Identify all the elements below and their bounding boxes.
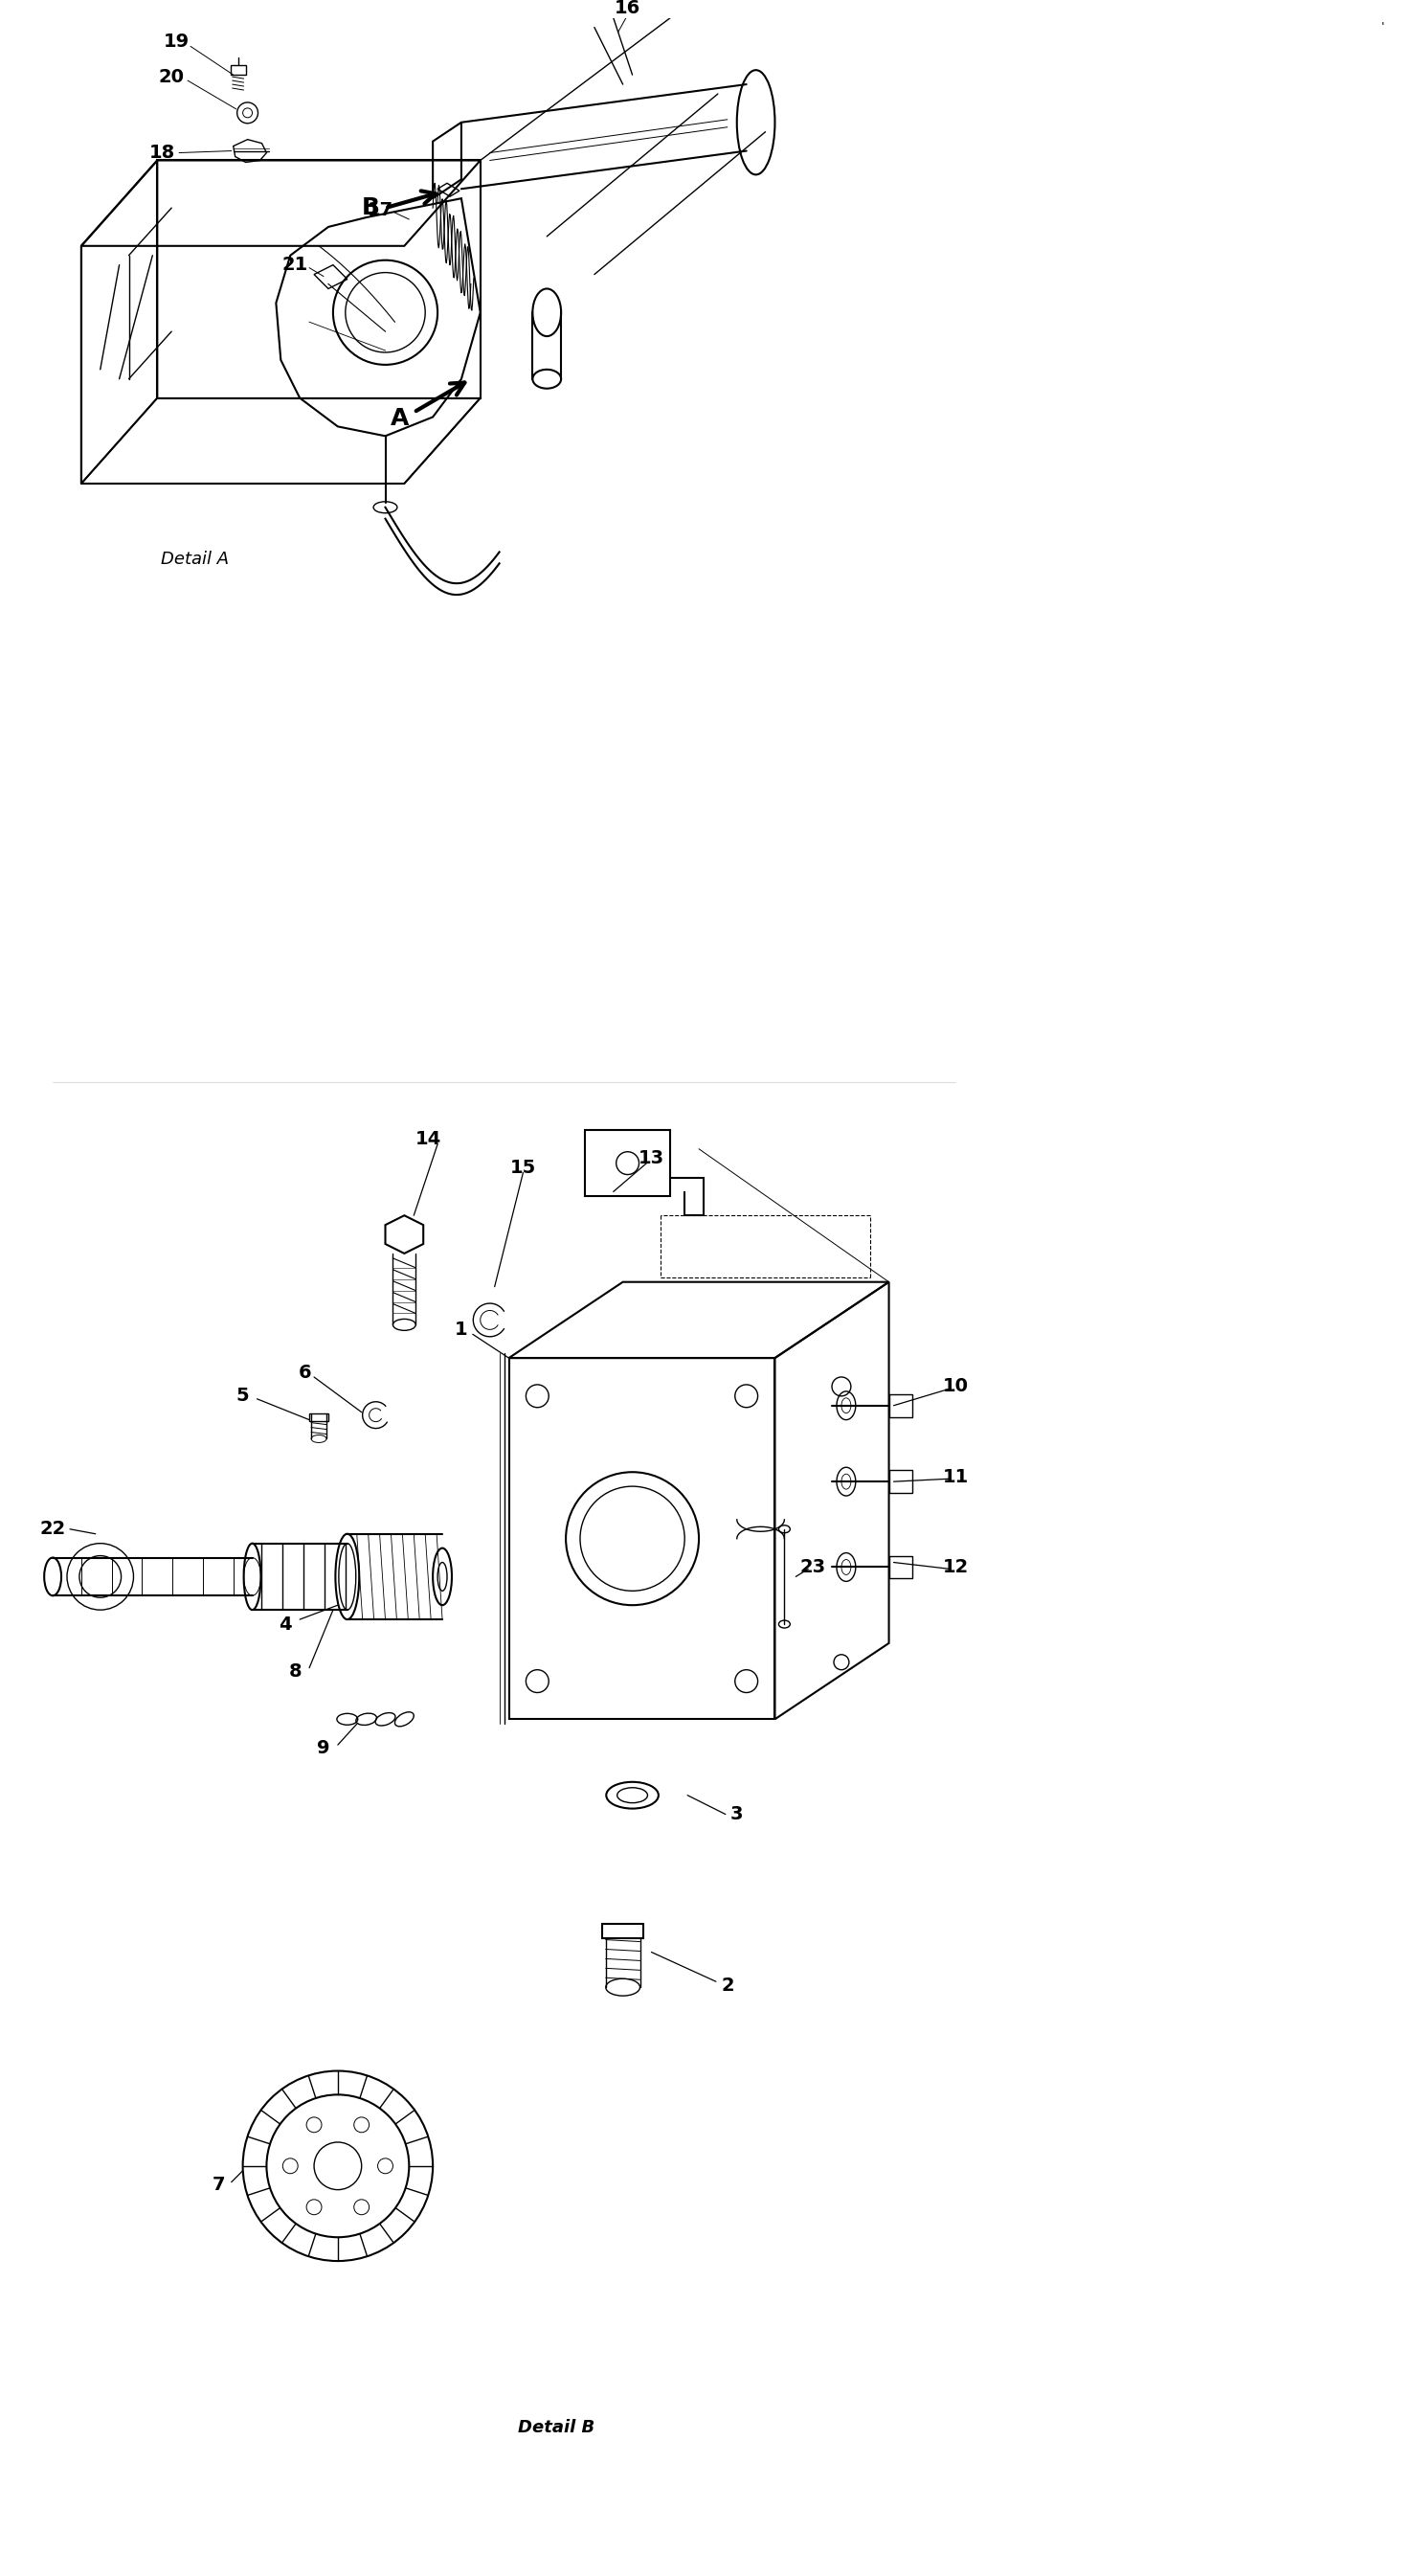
Text: Detail A: Detail A xyxy=(161,551,229,569)
Text: 20: 20 xyxy=(158,67,185,85)
Text: 14: 14 xyxy=(415,1131,441,1149)
Text: 22: 22 xyxy=(40,1520,66,1538)
Text: 5: 5 xyxy=(236,1386,250,1404)
Text: 13: 13 xyxy=(638,1149,665,1167)
Text: 18: 18 xyxy=(150,144,175,162)
Text: 19: 19 xyxy=(164,33,189,52)
Text: 15: 15 xyxy=(510,1159,537,1177)
Text: 10: 10 xyxy=(942,1378,969,1396)
Text: 8: 8 xyxy=(288,1662,302,1680)
Text: 6: 6 xyxy=(298,1363,311,1381)
Text: 11: 11 xyxy=(942,1468,969,1486)
Text: 9: 9 xyxy=(318,1739,330,1757)
Text: 23: 23 xyxy=(801,1558,826,1577)
Text: 12: 12 xyxy=(942,1558,969,1577)
Text: 7: 7 xyxy=(213,2177,226,2195)
Text: 4: 4 xyxy=(280,1615,292,1633)
Text: 3: 3 xyxy=(730,1806,743,1824)
Text: 21: 21 xyxy=(282,255,308,273)
Text: 16: 16 xyxy=(614,0,641,18)
Text: 2: 2 xyxy=(722,1976,734,1994)
Text: ': ' xyxy=(1381,21,1385,33)
Text: A: A xyxy=(390,407,409,430)
Text: 1: 1 xyxy=(455,1321,467,1340)
Text: Detail B: Detail B xyxy=(518,2419,594,2437)
Text: B: B xyxy=(361,196,380,219)
Text: 17: 17 xyxy=(367,201,394,219)
